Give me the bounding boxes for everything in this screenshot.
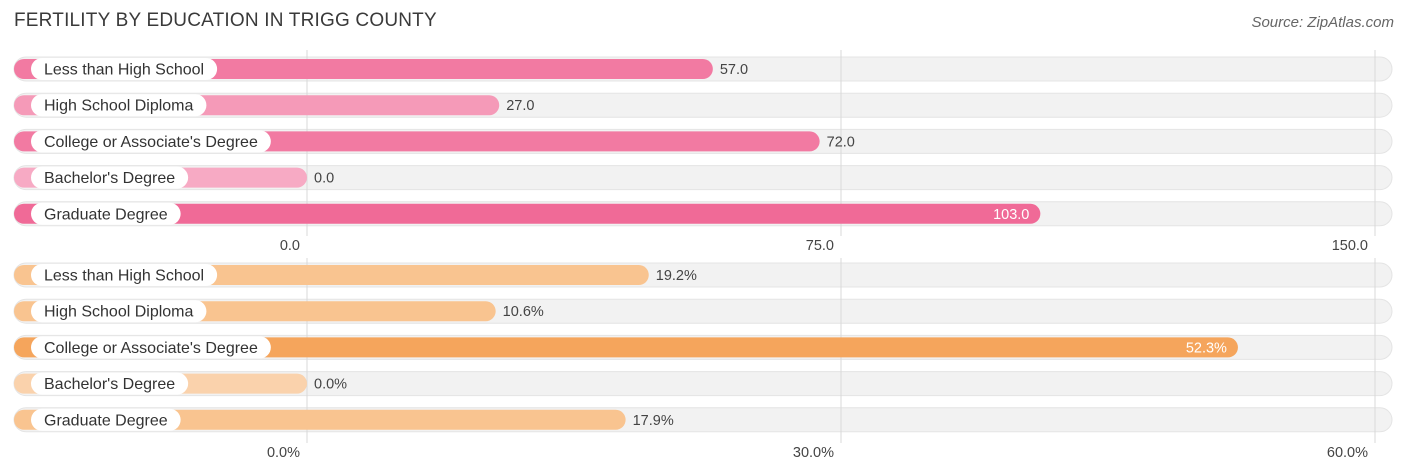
value-label: 0.0 xyxy=(314,171,334,187)
category-label-pill xyxy=(31,408,181,431)
category-label: Graduate Degree xyxy=(44,412,168,429)
value-label: 19.2% xyxy=(656,268,697,284)
category-label: Bachelor's Degree xyxy=(44,170,175,187)
category-label-pill xyxy=(31,130,271,153)
category-label: Less than High School xyxy=(44,268,204,285)
chart-panel-2: Less than High School 19.2% High School Di… xyxy=(13,258,1393,461)
bar xyxy=(14,203,1041,224)
bar xyxy=(14,337,1238,358)
category-label: Bachelor's Degree xyxy=(44,376,175,393)
value-label: 52.3% xyxy=(1186,340,1227,356)
x-tick-label: 0.0% xyxy=(267,445,300,461)
category-label: Graduate Degree xyxy=(44,206,168,223)
x-tick-label: 0.0 xyxy=(280,238,300,254)
category-label-pill xyxy=(31,202,181,225)
category-label: College or Associate's Degree xyxy=(44,340,258,357)
category-label-pill xyxy=(31,300,207,323)
value-label: 103.0 xyxy=(993,207,1029,223)
value-label: 57.0 xyxy=(720,62,748,78)
category-label-pill xyxy=(31,58,218,80)
category-label-pill xyxy=(31,94,207,117)
category-label-pill xyxy=(31,264,218,286)
x-tick-label: 150.0 xyxy=(1332,238,1368,254)
chart-panel-1: Less than High School 57.0 High School Dip… xyxy=(13,50,1393,254)
x-tick-label: 30.0% xyxy=(793,445,834,461)
category-label: College or Associate's Degree xyxy=(44,134,258,151)
chart-source: Source: ZipAtlas.com xyxy=(1251,14,1394,31)
category-label-pill xyxy=(31,372,189,395)
category-label-pill xyxy=(31,336,271,359)
value-label: 10.6% xyxy=(503,304,544,320)
x-tick-label: 75.0 xyxy=(806,238,834,254)
value-label: 17.9% xyxy=(633,413,674,429)
category-label: High School Diploma xyxy=(44,304,194,321)
chart-title: FERTILITY BY EDUCATION IN TRIGG COUNTY xyxy=(14,10,437,31)
category-label: Less than High School xyxy=(44,62,204,79)
category-label: High School Diploma xyxy=(44,98,194,115)
value-label: 27.0 xyxy=(506,98,534,114)
category-label-pill xyxy=(31,166,189,189)
value-label: 72.0 xyxy=(827,134,855,150)
value-label: 0.0% xyxy=(314,377,347,393)
x-tick-label: 60.0% xyxy=(1327,445,1368,461)
